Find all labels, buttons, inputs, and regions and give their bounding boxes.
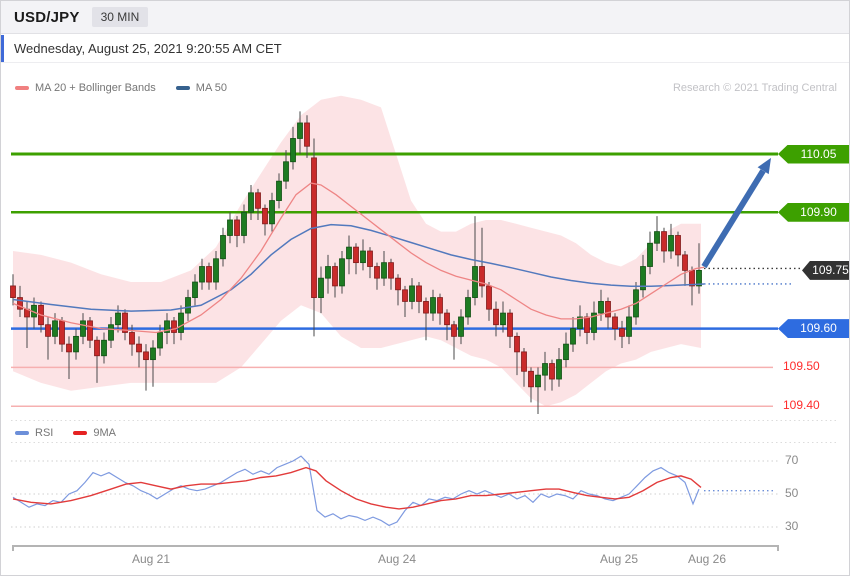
ma50-legend-swatch-icon xyxy=(175,86,190,90)
x-axis-label-aug26: Aug 26 xyxy=(687,552,727,566)
trend-arrow-icon xyxy=(701,157,771,269)
legend-label: 9MA xyxy=(93,427,116,439)
timeframe-badge[interactable]: 30 MIN xyxy=(91,7,149,27)
x-axis xyxy=(12,545,779,551)
resistance-2-price-tag: 110.05 xyxy=(778,144,849,164)
ma20-bollinger-legend-swatch-icon xyxy=(15,86,29,90)
support-3-price-label: 109.40 xyxy=(783,398,820,413)
resistance-1-price-tag: 109.90 xyxy=(778,202,849,222)
legend-item-ma20-bollinger: MA 20 + Bollinger Bands xyxy=(15,82,156,94)
rsi-axis-label-50: 50 xyxy=(785,486,799,500)
rsi-legend: RSI 9MA xyxy=(15,427,116,439)
datetime-bar: Wednesday, August 25, 2021 9:20:55 AM CE… xyxy=(1,35,849,63)
rsi-axis-label-30: 30 xyxy=(785,519,799,533)
support-1-price-tag: 109.60 xyxy=(778,319,849,339)
legend-item-9ma: 9MA xyxy=(73,427,116,439)
legend-item-rsi: RSI xyxy=(15,427,53,439)
dotted-projection-lines xyxy=(704,267,801,285)
attribution-text: Research © 2021 Trading Central xyxy=(672,82,837,94)
x-axis-label-aug21: Aug 21 xyxy=(131,552,171,566)
header-bar: USD/JPY 30 MIN xyxy=(1,1,849,34)
datetime-text: Wednesday, August 25, 2021 9:20:55 AM CE… xyxy=(14,41,282,56)
legend-item-ma50: MA 50 xyxy=(175,82,227,94)
x-axis-label-aug24: Aug 24 xyxy=(377,552,417,566)
panel-separators xyxy=(11,420,839,443)
support-2-price-label: 109.50 xyxy=(783,359,820,374)
symbol-title: USD/JPY xyxy=(14,8,80,26)
legend-label: MA 50 xyxy=(195,82,227,94)
rsi-axis-label-70: 70 xyxy=(785,453,799,467)
level-lines xyxy=(11,152,778,407)
rsi-gridlines xyxy=(11,460,778,528)
rsi-line xyxy=(12,455,700,527)
main-chart-legend: MA 20 + Bollinger Bands MA 50 xyxy=(15,82,227,94)
ma50-line xyxy=(12,223,705,312)
legend-label: RSI xyxy=(35,427,54,439)
legend-label: MA 20 + Bollinger Bands xyxy=(35,82,156,94)
blue-accent-bar xyxy=(1,35,4,63)
rsi-legend-swatch-icon xyxy=(15,431,29,435)
ma20-line xyxy=(12,182,705,334)
x-axis-label-aug25: Aug 25 xyxy=(599,552,639,566)
last-price-tag: 109.75 xyxy=(802,260,849,280)
ma9-legend-swatch-icon xyxy=(73,431,88,435)
rsi-ma9-line xyxy=(12,466,702,510)
